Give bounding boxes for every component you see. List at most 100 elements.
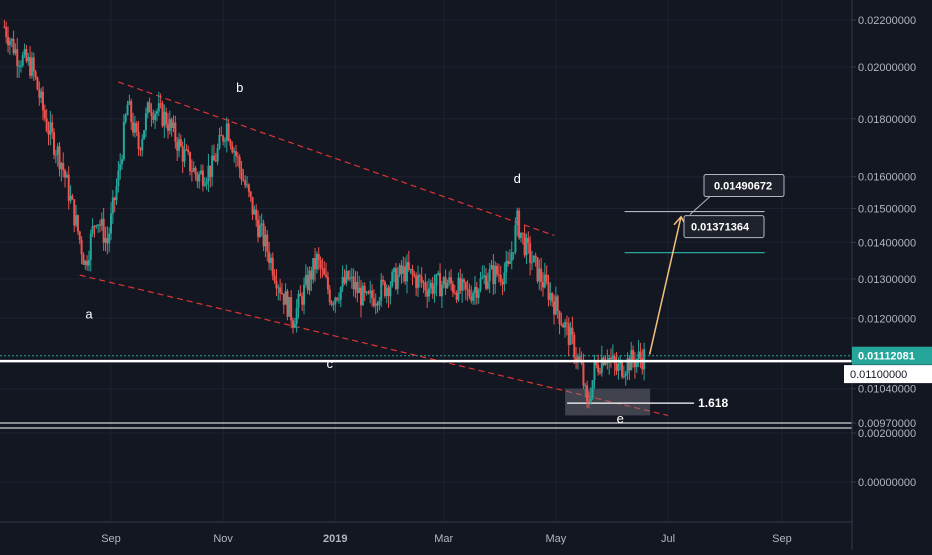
- price-tick-label: 0.01300000: [858, 274, 916, 286]
- candle-body: [95, 225, 98, 227]
- candle-body: [150, 112, 153, 117]
- candle-body: [398, 265, 401, 275]
- candle-body: [610, 357, 613, 359]
- candle-body: [613, 356, 616, 364]
- key-level-badge: [844, 365, 932, 384]
- wave-label-c: c: [327, 356, 334, 371]
- candle-body: [343, 277, 346, 284]
- candle-body: [415, 275, 418, 288]
- candle-body: [402, 266, 405, 274]
- candle-body: [444, 277, 447, 289]
- candle-body: [591, 380, 594, 399]
- candle-body: [547, 281, 550, 300]
- candle-body: [541, 282, 544, 288]
- candle-body: [280, 292, 283, 294]
- candle-body: [51, 122, 54, 133]
- candle-body: [424, 282, 427, 291]
- grid-layer: [0, 0, 852, 522]
- candle-body: [490, 265, 493, 270]
- candle-body: [422, 282, 425, 284]
- candle-body: [315, 253, 318, 270]
- candle-body: [587, 401, 590, 403]
- candle-body: [71, 195, 74, 200]
- candle-body: [65, 174, 68, 178]
- candle-body: [413, 274, 416, 276]
- candle-body: [288, 297, 291, 317]
- candle-body: [126, 104, 129, 116]
- candle-body: [73, 199, 76, 226]
- candle-body: [488, 269, 491, 282]
- candle-body: [299, 293, 302, 297]
- candle-body: [564, 322, 567, 328]
- candle-body: [466, 288, 469, 290]
- price-tick-label: 0.01600000: [858, 172, 916, 184]
- candle-body: [507, 261, 510, 264]
- candle-body: [301, 296, 304, 305]
- target-lines-layer: 0.01490672 0.01371364: [624, 174, 785, 355]
- candle-body: [262, 223, 265, 247]
- candle-body: [209, 165, 212, 177]
- candle-body: [47, 130, 50, 135]
- candle-body: [168, 119, 171, 131]
- candle-body: [496, 265, 499, 275]
- candle-body: [501, 281, 504, 285]
- last-price-badge: [852, 346, 932, 365]
- candle-body: [416, 275, 419, 288]
- candle-body: [139, 148, 142, 151]
- candle-body: [593, 362, 596, 381]
- candle-body: [12, 38, 15, 54]
- candle-body: [492, 265, 495, 284]
- candle-body: [584, 385, 587, 387]
- price-tick-label: 0.01500000: [858, 203, 916, 215]
- candle-body: [334, 297, 337, 305]
- support-zone-box: [565, 388, 651, 416]
- candle-body: [457, 277, 460, 300]
- candle-body: [104, 237, 107, 243]
- target-callout-1-pointer: [689, 196, 711, 215]
- candle-body: [409, 268, 412, 270]
- candle-body: [152, 116, 155, 120]
- time-tick-label: Sep: [772, 533, 792, 545]
- candle-body: [558, 311, 561, 325]
- candle-body: [597, 364, 600, 373]
- candle-body: [312, 258, 315, 280]
- candle-body: [473, 286, 476, 293]
- candle-body: [30, 57, 33, 76]
- price-tick-label: 0.01800000: [858, 114, 916, 126]
- candle-body: [586, 385, 589, 402]
- candle-body: [198, 173, 201, 182]
- candle-body: [341, 277, 344, 288]
- candle-body: [525, 237, 528, 256]
- candle-body: [279, 287, 282, 293]
- candle-body: [543, 274, 546, 288]
- candle-body: [556, 296, 559, 312]
- candle-body: [89, 233, 92, 260]
- candle-body: [393, 268, 396, 272]
- candle-body: [622, 376, 625, 378]
- candle-body: [354, 282, 357, 290]
- candle-body: [499, 274, 502, 282]
- candle-body: [297, 293, 300, 308]
- candle-body: [347, 271, 350, 280]
- fib-level-label: 1.618: [698, 396, 728, 410]
- candle-body: [207, 165, 210, 182]
- candle-body: [56, 146, 59, 155]
- candle-body: [332, 304, 335, 306]
- time-tick-label: Mar: [434, 533, 453, 545]
- price-tick-label: 0.00970000: [858, 418, 916, 430]
- candle-body: [576, 356, 579, 361]
- candle-body: [433, 285, 436, 294]
- candle-body: [143, 130, 146, 140]
- candle-body: [264, 234, 267, 247]
- candle-body: [551, 293, 554, 302]
- candle-body: [172, 122, 175, 128]
- candle-body: [635, 359, 638, 368]
- candle-body: [628, 358, 631, 371]
- candle-body: [18, 65, 21, 67]
- candle-body: [595, 362, 598, 365]
- candle-body: [483, 275, 486, 277]
